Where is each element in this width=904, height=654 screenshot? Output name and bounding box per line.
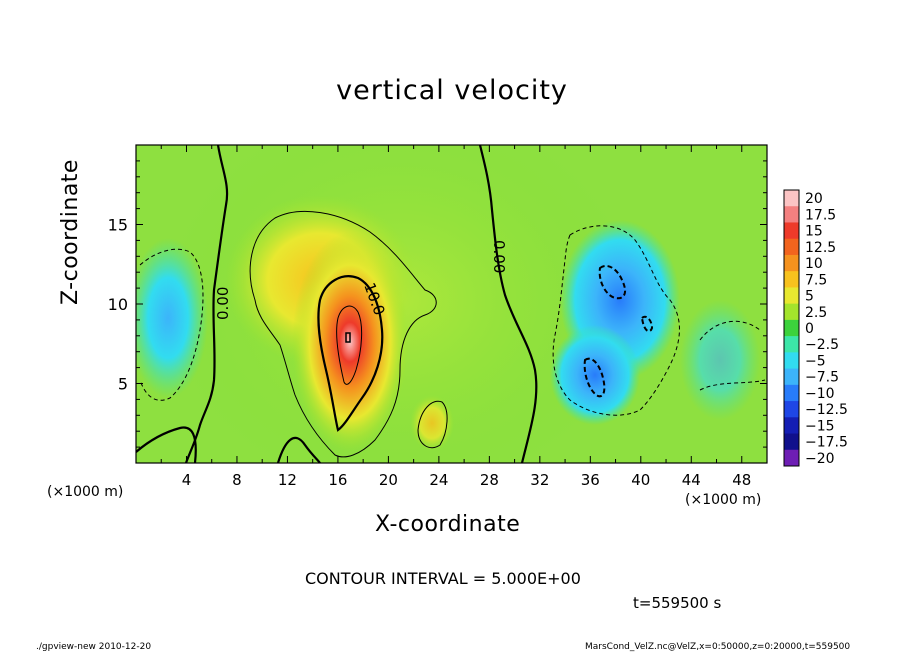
y-axis-label: Z-coordinate bbox=[58, 159, 83, 305]
colorbar-swatch bbox=[784, 303, 799, 321]
contour-zero-left bbox=[184, 145, 229, 463]
colorbar-swatch bbox=[784, 287, 799, 305]
contour-neg-right-upper bbox=[598, 264, 627, 300]
colorbar-label: 5 bbox=[805, 289, 814, 305]
colorbar-label: −17.5 bbox=[805, 435, 848, 451]
y-tick-label: 15 bbox=[108, 216, 128, 235]
colorbar-label: −5 bbox=[805, 353, 826, 369]
colorbar-label: 17.5 bbox=[805, 207, 836, 223]
colorbar-label: 15 bbox=[805, 224, 823, 240]
x-tick-label: 16 bbox=[328, 471, 347, 489]
colorbar-label: 10 bbox=[805, 256, 823, 272]
colorbar-label: −15 bbox=[805, 418, 835, 434]
x-axis: 4 8 12 16 20 24 28 32 36 40 44 48 bbox=[160, 145, 751, 489]
footer-left-text: ./gpview-new 2010-12-20 bbox=[36, 642, 152, 652]
colorbar-label: 12.5 bbox=[805, 240, 836, 256]
colorbar-swatch bbox=[784, 401, 799, 418]
colorbar-swatch bbox=[784, 336, 799, 353]
colorbar-swatch bbox=[784, 271, 799, 288]
colorbar-swatch bbox=[784, 238, 799, 256]
colorbar-swatch bbox=[784, 433, 799, 451]
x-tick-label: 12 bbox=[278, 471, 297, 489]
colorbar-label: 2.5 bbox=[805, 305, 827, 321]
colorbar-label: −12.5 bbox=[805, 402, 848, 418]
time-stamp: t=559500 s bbox=[633, 594, 722, 612]
x-tick-label: 32 bbox=[530, 471, 549, 489]
colorbar-label: −20 bbox=[805, 451, 835, 467]
x-tick-label: 28 bbox=[480, 471, 499, 489]
x-axis-unit-left: (×1000 m) bbox=[47, 484, 124, 500]
downdraft-right-edge bbox=[680, 300, 760, 420]
contour-10 bbox=[317, 275, 384, 432]
contour-neg-right-lower bbox=[583, 357, 606, 398]
footer-right-text: MarsCond_VelZ.nc@VelZ,x=0:50000,z=0:2000… bbox=[585, 642, 851, 652]
y-axis: 5 10 15 bbox=[108, 160, 767, 448]
y-tick-label: 5 bbox=[118, 375, 128, 394]
colorbar-label: 7.5 bbox=[805, 272, 827, 288]
x-tick-label: 40 bbox=[631, 471, 650, 489]
contour-15 bbox=[336, 305, 363, 385]
colorbar-swatch bbox=[784, 368, 799, 386]
x-tick-label: 8 bbox=[232, 471, 242, 489]
x-tick-label: 48 bbox=[732, 471, 751, 489]
colorbar-swatch bbox=[784, 319, 799, 337]
contour-neg-left bbox=[139, 248, 204, 401]
colorbar-swatch bbox=[784, 417, 799, 435]
colorbar-label: 0 bbox=[805, 321, 814, 337]
x-axis-label: X-coordinate bbox=[375, 512, 521, 537]
x-tick-label: 36 bbox=[581, 471, 600, 489]
x-tick-label: 20 bbox=[379, 471, 398, 489]
contour-zero-bottom-mid bbox=[276, 436, 321, 463]
colorbar-swatch bbox=[784, 449, 799, 467]
colorbar-swatch bbox=[784, 190, 799, 207]
plot-area bbox=[136, 145, 767, 463]
contour-label-zero-left: 0.00 bbox=[214, 287, 232, 320]
colorbar: 2017.51512.5107.552.50−2.5−5−7.5−10−12.5… bbox=[783, 189, 848, 467]
contour-zero-right bbox=[478, 145, 538, 463]
contour-20 bbox=[345, 332, 351, 343]
colorbar-label: −7.5 bbox=[805, 370, 839, 386]
x-tick-label: 24 bbox=[429, 471, 448, 489]
x-axis-unit-right: (×1000 m) bbox=[685, 492, 762, 508]
colorbar-swatch bbox=[784, 384, 799, 402]
colorbar-frame bbox=[783, 189, 800, 467]
colorbar-label: −10 bbox=[805, 386, 835, 402]
colorbar-swatch bbox=[784, 206, 799, 223]
downdraft-right-lower-region bbox=[550, 325, 640, 425]
colorbar-swatch bbox=[784, 222, 799, 240]
x-tick-label: 44 bbox=[682, 471, 701, 489]
contour-label-zero-right: 0.00 bbox=[490, 240, 508, 273]
colorbar-swatch bbox=[784, 352, 799, 370]
contour-5-small bbox=[417, 400, 448, 449]
weak-updraft-small bbox=[410, 395, 454, 451]
contour-5-outer bbox=[249, 210, 437, 458]
contour-neg-right-mid bbox=[640, 315, 654, 333]
colorbar-label: 20 bbox=[805, 191, 823, 207]
contour-zero-bottom-left bbox=[136, 426, 197, 463]
chart-title: vertical velocity bbox=[336, 75, 568, 106]
x-tick-label: 4 bbox=[182, 471, 192, 489]
contour-interval-text: CONTOUR INTERVAL = 5.000E+00 bbox=[305, 569, 581, 588]
y-tick-label: 10 bbox=[108, 295, 128, 314]
downdraft-left-region bbox=[136, 238, 208, 398]
colorbar-label: −2.5 bbox=[805, 337, 839, 353]
colorbar-swatch bbox=[784, 254, 799, 272]
